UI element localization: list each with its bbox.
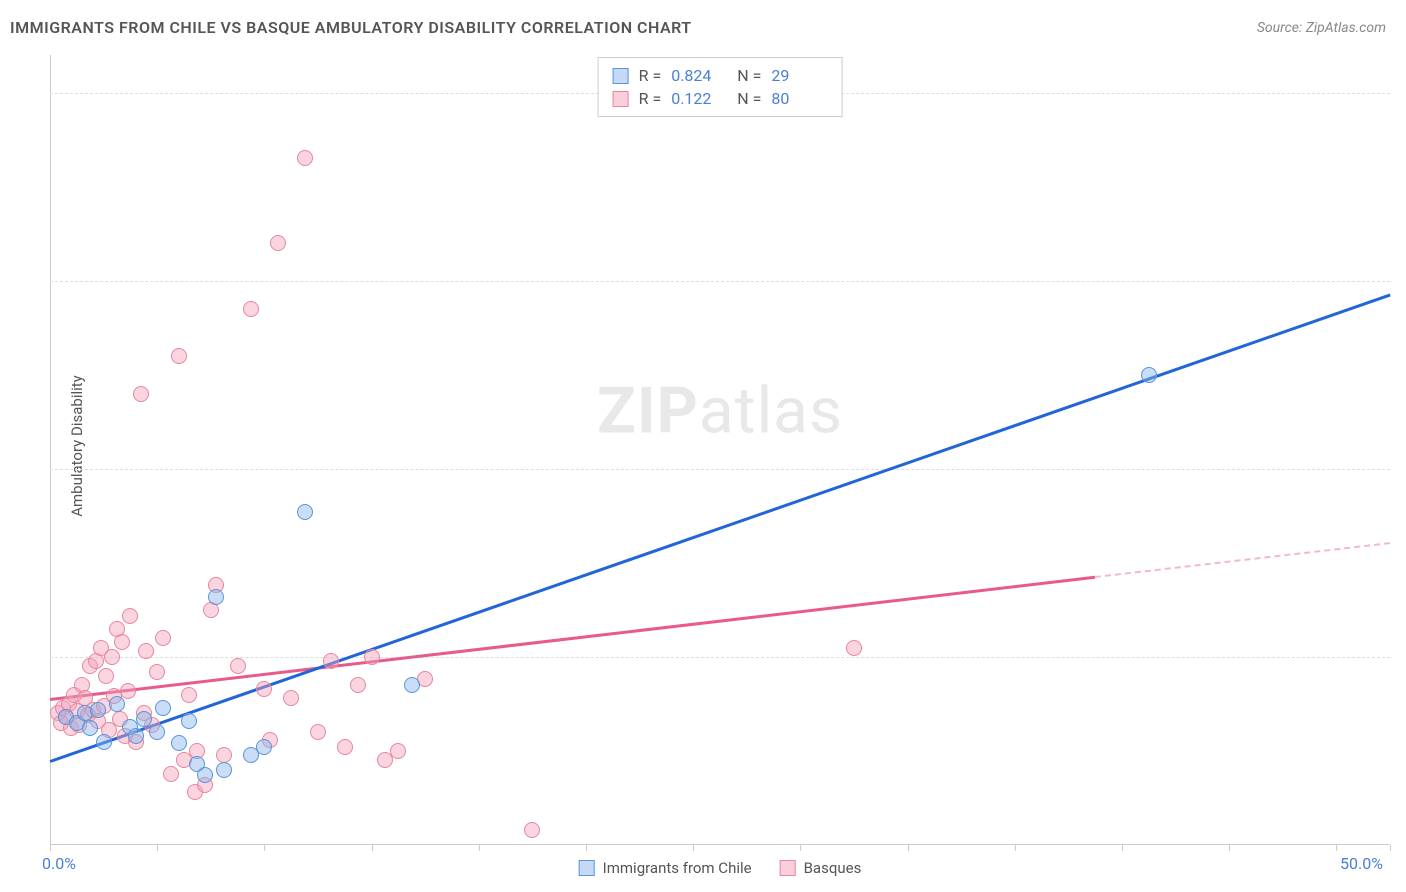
data-point [128,728,144,744]
data-point [297,150,313,166]
x-tick [264,845,265,851]
data-point [283,690,299,706]
legend-item-basques: Basques [780,859,862,877]
legend-item-chile: Immigrants from Chile [579,859,752,877]
data-point [155,700,171,716]
data-point [390,743,406,759]
data-point [149,664,165,680]
data-point [216,762,232,778]
data-point [1141,367,1157,383]
data-point [230,658,246,674]
data-point [256,739,272,755]
data-point [364,649,380,665]
source-attribution: Source: ZipAtlas.com [1257,20,1386,36]
data-point [270,235,286,251]
data-point [197,767,213,783]
trendline [50,294,1391,763]
swatch-icon [613,91,629,107]
x-tick [157,845,158,851]
gridline [50,657,1390,658]
stats-row-chile: R = 0.824 N = 29 [613,64,828,87]
data-point [323,653,339,669]
x-tick-label: 0.0% [42,854,76,873]
data-point [208,589,224,605]
chart-container: IMMIGRANTS FROM CHILE VS BASQUE AMBULATO… [0,0,1406,892]
r-value: 0.122 [671,89,727,108]
data-point [122,608,138,624]
data-point [243,301,259,317]
x-tick [908,845,909,851]
data-point [310,724,326,740]
data-point [136,711,152,727]
data-point [149,724,165,740]
data-point [96,734,112,750]
data-point [524,822,540,838]
r-value: 0.824 [671,66,727,85]
data-point [114,634,130,650]
x-tick [479,845,480,851]
n-value: 80 [771,89,827,108]
data-point [350,677,366,693]
data-point [90,702,106,718]
data-point [171,348,187,364]
x-tick [800,845,801,851]
data-point [216,747,232,763]
data-point [297,504,313,520]
trendline [50,576,1095,701]
data-point [98,668,114,684]
x-tick [1229,845,1230,851]
data-point [846,640,862,656]
r-label: R = [639,89,662,108]
data-point [181,713,197,729]
n-label: N = [737,89,761,108]
data-point [171,735,187,751]
x-tick [1122,845,1123,851]
swatch-icon [579,860,595,876]
chart-title: IMMIGRANTS FROM CHILE VS BASQUE AMBULATO… [10,18,692,37]
data-point [337,739,353,755]
x-tick [50,845,51,851]
x-tick-label: 50.0% [1340,854,1383,873]
legend-label: Basques [804,859,862,877]
data-point [163,766,179,782]
data-point [104,649,120,665]
r-label: R = [639,66,662,85]
data-point [82,720,98,736]
x-tick [1336,845,1337,851]
x-tick [1390,845,1391,851]
data-point [120,683,136,699]
gridline [50,281,1390,282]
data-point [138,643,154,659]
swatch-icon [613,68,629,84]
n-value: 29 [771,66,827,85]
plot-area: ZIPatlas 10.0%20.0%30.0%40.0%0.0%50.0% R… [50,55,1390,845]
x-tick [1015,845,1016,851]
correlation-stats-box: R = 0.824 N = 29 R = 0.122 N = 80 [598,57,843,117]
swatch-icon [780,860,796,876]
trendline [1095,542,1390,578]
data-point [404,677,420,693]
data-point [181,687,197,703]
gridline [50,469,1390,470]
data-point [109,696,125,712]
x-tick [586,845,587,851]
legend-label: Immigrants from Chile [603,859,752,877]
x-tick [372,845,373,851]
n-label: N = [737,66,761,85]
data-point [155,630,171,646]
data-point [256,681,272,697]
legend: Immigrants from Chile Basques [579,859,862,877]
stats-row-basques: R = 0.122 N = 80 [613,87,828,110]
x-tick [693,845,694,851]
data-point [133,386,149,402]
